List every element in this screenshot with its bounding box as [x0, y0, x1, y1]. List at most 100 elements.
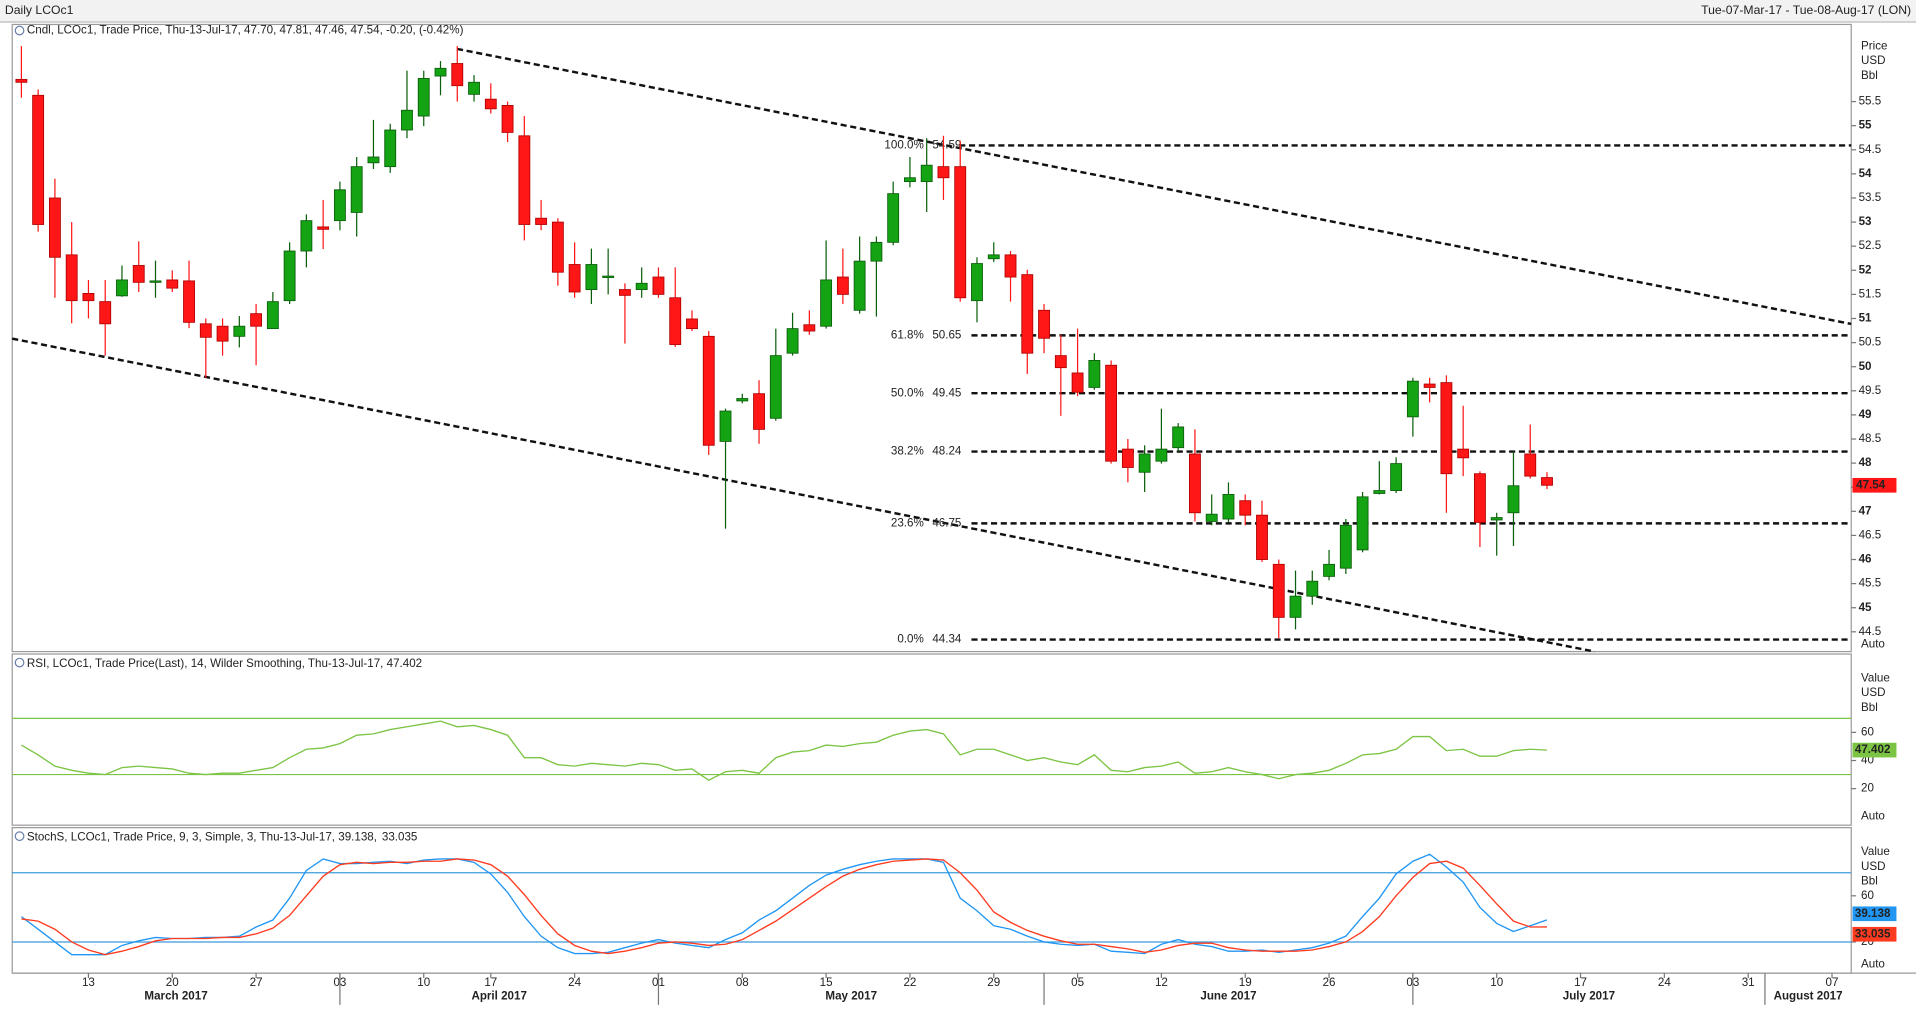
month-label: May 2017 [825, 989, 877, 1002]
candle-body [937, 166, 950, 179]
x-tick-label: 27 [250, 976, 263, 989]
lower-trend-line [11, 337, 1595, 653]
candle-body [1356, 496, 1369, 551]
x-tick-label: 20 [166, 976, 179, 989]
month-label: July 2017 [1563, 989, 1615, 1002]
header-right: Tue-07-Mar-17 - Tue-08-Aug-17 (LON) [1701, 3, 1911, 17]
candle-body [971, 263, 983, 302]
scale-mode: Auto [1861, 958, 1885, 971]
candle-body [1138, 453, 1151, 473]
legend-icon [14, 831, 25, 842]
candle-body [132, 265, 145, 283]
candle-body [686, 318, 698, 330]
y-tick-label: 46 [1859, 553, 1872, 566]
candle-body [1423, 383, 1436, 388]
candle-body [451, 63, 464, 87]
scale-mode: Auto [1861, 810, 1885, 823]
candle-body [1390, 463, 1403, 492]
y-tick-label: 51.5 [1859, 287, 1882, 300]
legend-icon [14, 25, 25, 36]
candle-body [836, 276, 849, 295]
candle-body [1155, 448, 1168, 462]
y-tick-label: 60 [1861, 889, 1874, 902]
candle-body [300, 220, 313, 252]
month-label: June 2017 [1200, 989, 1256, 1002]
candle-body [585, 264, 598, 291]
candle-body [233, 325, 246, 337]
candle-body [65, 254, 78, 302]
x-tick-label: 05 [1071, 976, 1084, 989]
candle-body [350, 166, 363, 213]
x-tick-label: 08 [736, 976, 749, 989]
x-tick-label: 10 [1490, 976, 1503, 989]
candle-body [786, 328, 799, 354]
header-left: Daily LCOc1 [5, 3, 74, 17]
y-tick-label: 54 [1859, 167, 1872, 180]
candle-body [1038, 309, 1050, 339]
fib-percent: 38.2% [891, 445, 924, 458]
x-tick-label: 31 [1742, 976, 1755, 989]
y-tick-label: 50.5 [1859, 336, 1882, 349]
candle-body [1121, 448, 1134, 468]
candle-body [1289, 595, 1302, 618]
top-bar [0, 0, 1916, 23]
month-label: August 2017 [1774, 989, 1843, 1002]
value-tag-label: 39.138 [1855, 907, 1891, 920]
candle-body [870, 241, 883, 262]
candle-body [1222, 494, 1235, 520]
candle-body [501, 105, 514, 133]
candle-body [367, 156, 380, 164]
candle-body [1172, 426, 1185, 449]
candle-body [1256, 514, 1268, 560]
price-panel [11, 23, 1852, 653]
candle-body [401, 109, 413, 131]
axis-unit-label: Value [1861, 845, 1890, 858]
candle-body [820, 279, 833, 327]
x-tick-label: 10 [417, 976, 430, 989]
candle-body [333, 189, 346, 222]
candle-body [602, 275, 615, 278]
x-tick-label: 17 [1574, 976, 1587, 989]
candle-body [216, 325, 229, 342]
candle-body [551, 221, 564, 273]
candle-body [1339, 524, 1352, 569]
candle-body [1189, 453, 1201, 514]
candle-body [652, 276, 665, 295]
value-tag-label: 33.035 [1855, 927, 1891, 940]
candle-body [116, 279, 128, 297]
x-tick-label: 24 [568, 976, 581, 989]
candle-body [669, 297, 682, 345]
candle-body [1406, 380, 1419, 418]
fib-percent: 61.8% [891, 328, 924, 341]
candle-body [48, 197, 61, 258]
x-tick-label: 15 [820, 976, 833, 989]
x-tick-label: 26 [1323, 976, 1336, 989]
candle-body [518, 135, 531, 225]
candle-body [384, 129, 397, 168]
rsi-panel [11, 653, 1852, 826]
candle-body [954, 166, 967, 299]
y-tick-label: 47 [1859, 504, 1872, 517]
y-tick-label: 60 [1861, 725, 1874, 738]
fib-value: 46.75 [932, 516, 961, 529]
candle-body [82, 293, 95, 302]
candle-body [1239, 500, 1252, 516]
y-tick-label: 45 [1859, 601, 1872, 614]
candle-body [1105, 364, 1118, 462]
y-tick-label: 49 [1859, 408, 1872, 421]
y-tick-label: 48 [1859, 456, 1872, 469]
candle-body [1323, 563, 1335, 577]
y-tick-label: 45.5 [1859, 577, 1882, 590]
candle-body [535, 217, 548, 225]
candle-body [904, 177, 916, 183]
last-price-tag [1852, 477, 1897, 493]
value-tag-label: 47.402 [1855, 743, 1891, 756]
y-tick-label: 55.5 [1859, 95, 1882, 108]
x-tick-label: 22 [903, 976, 916, 989]
candle-body [1272, 563, 1285, 618]
candle-body [920, 164, 933, 183]
value-tag [1852, 906, 1897, 922]
candle-body [15, 78, 28, 83]
candle-body [987, 254, 1000, 260]
candle-body [1306, 580, 1319, 597]
